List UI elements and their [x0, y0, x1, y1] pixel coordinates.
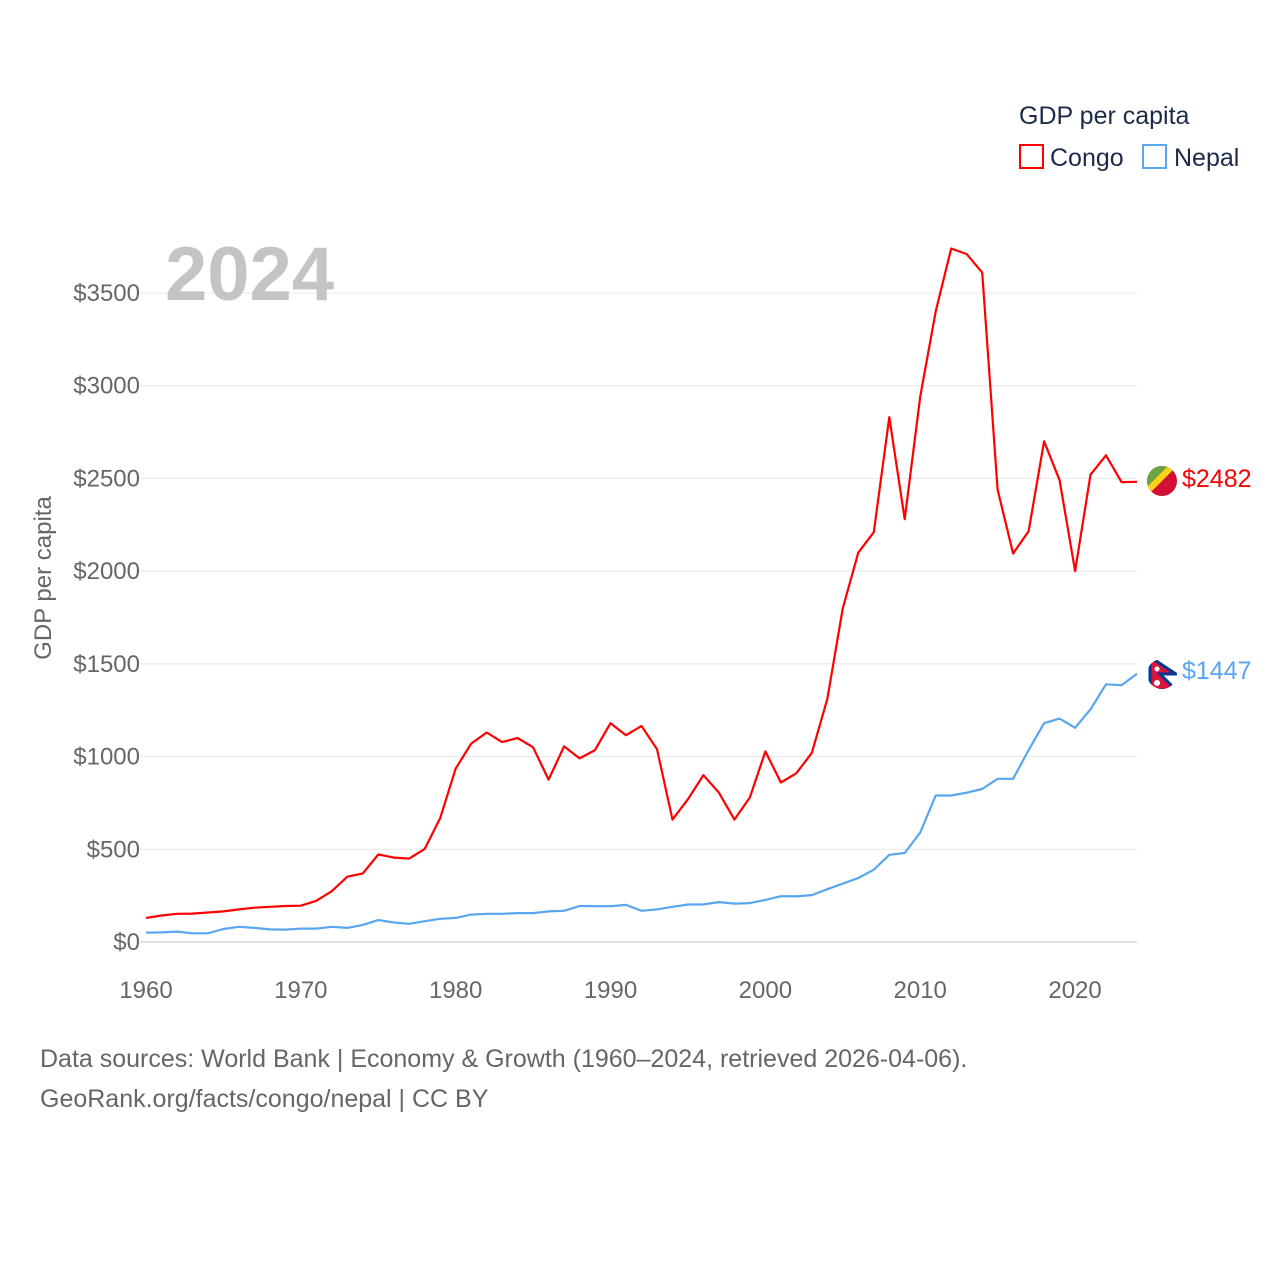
- data-source-note: Data sources: World Bank | Economy & Gro…: [40, 1045, 968, 1073]
- source-link[interactable]: GeoRank.org/facts/congo/nepal | CC BY: [40, 1085, 489, 1113]
- y-axis-label: GDP per capita: [30, 496, 57, 660]
- grid-lines: [140, 292, 1137, 943]
- y-tick-label: $3500: [73, 280, 140, 307]
- x-tick-label: 1960: [119, 977, 172, 1004]
- x-tick-label: 1970: [274, 977, 327, 1004]
- legend-swatch-congo: [1019, 144, 1044, 169]
- congo-end-value-label: $2482: [1182, 465, 1252, 493]
- congo-flag-icon: [1147, 466, 1177, 496]
- legend-swatch-nepal: [1142, 144, 1167, 169]
- legend: GDP per capita Congo Nepal: [1019, 102, 1239, 172]
- nepal-end-value-label: $1447: [1182, 657, 1252, 685]
- y-axis-ticks: $0 $500 $1000 $1500 $2000 $2500 $3000 $3500: [73, 280, 140, 956]
- x-tick-label: 1980: [429, 977, 482, 1004]
- x-tick-label: 2000: [739, 977, 792, 1004]
- x-tick-label: 1990: [584, 977, 637, 1004]
- y-tick-label: $1500: [73, 651, 140, 678]
- x-axis-ticks: 1960 1970 1980 1990 2000 2010 2020: [119, 977, 1101, 1004]
- legend-label-congo: Congo: [1050, 144, 1124, 172]
- x-tick-label: 2020: [1048, 977, 1101, 1004]
- y-tick-label: $2500: [73, 465, 140, 492]
- series-line-nepal: [145, 672, 1138, 935]
- series-line-congo: [145, 247, 1138, 919]
- legend-item-congo[interactable]: Congo: [1019, 144, 1124, 172]
- legend-title: GDP per capita: [1019, 102, 1190, 130]
- legend-item-nepal[interactable]: Nepal: [1142, 144, 1239, 172]
- y-tick-label: $2000: [73, 558, 140, 585]
- legend-label-nepal: Nepal: [1174, 144, 1239, 172]
- y-tick-label: $500: [87, 836, 140, 863]
- y-tick-label: $1000: [73, 744, 140, 771]
- x-tick-label: 2010: [894, 977, 947, 1004]
- y-tick-label: $0: [113, 929, 140, 956]
- series-lines: [145, 247, 1138, 935]
- y-tick-label: $3000: [73, 373, 140, 400]
- year-label: 2024: [165, 232, 334, 317]
- nepal-flag-icon: [1147, 659, 1177, 689]
